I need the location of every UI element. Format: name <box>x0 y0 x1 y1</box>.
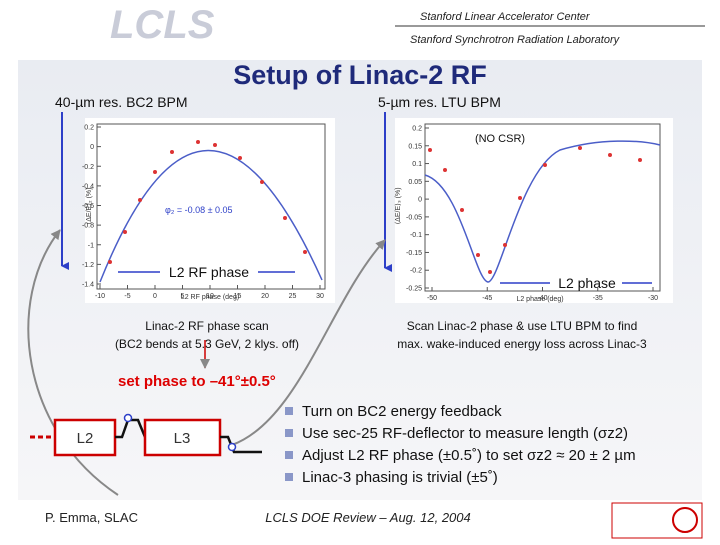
y-tick-label: -0.25 <box>406 286 422 293</box>
x-tick-label: 0 <box>153 293 157 300</box>
x-tick-label: -5 <box>124 293 130 300</box>
x-tick-label: 10 <box>206 293 214 300</box>
x-tick-label: -45 <box>482 295 492 302</box>
right-label: 5-µm res. LTU BPM <box>378 94 501 110</box>
points <box>108 140 642 274</box>
y-tick-label: -0.6 <box>82 203 94 210</box>
y-axis-label: ⟨ΔE/E⟩₂ (%) <box>85 188 93 225</box>
y-tick-label: 0.1 <box>412 161 422 168</box>
callout: L2 RF phase <box>169 264 249 280</box>
x-tick-label: 25 <box>289 293 297 300</box>
grey-arrow <box>231 239 386 446</box>
x-axis-label: L2 RF phase (deg) <box>181 294 239 301</box>
y-tick-label: -0.1 <box>410 232 422 239</box>
caption: (BC2 bends at 5.3 GeV, 2 klys. off) <box>115 337 299 351</box>
y-tick-label: 0.2 <box>412 126 422 133</box>
y-tick-label: -0.2 <box>82 164 94 171</box>
bullet-text: Adjust L2 RF phase (±0.5˚) to set σz2 ≈ … <box>302 447 636 464</box>
x-axis-label: L2 phase (deg) <box>516 296 563 303</box>
y-tick-label: -1.2 <box>82 262 94 269</box>
org1: Stanford Linear Accelerator Center <box>420 11 591 23</box>
left-label: 40-µm res. BC2 BPM <box>55 94 188 110</box>
bullet-marker <box>285 407 293 415</box>
caption: max. wake-induced energy loss across Lin… <box>397 337 647 351</box>
x-tick-label: 5 <box>181 293 185 300</box>
org2: Stanford Synchrotron Radiation Laborator… <box>410 34 621 46</box>
x-tick-label: -10 <box>95 293 105 300</box>
x-tick-label: 20 <box>261 293 269 300</box>
y-tick-label: -0.15 <box>406 250 422 257</box>
x-tick-label: -30 <box>648 295 658 302</box>
bpm <box>123 413 133 423</box>
bullet-list: Turn on BC2 energy feedback Use sec-25 RF… <box>285 403 636 486</box>
bullet-text: Use sec-25 RF-deflector to measure lengt… <box>302 425 628 442</box>
logo: LCLS <box>110 3 215 47</box>
y-axis-label: ⟨ΔE/E⟩₃ (%) <box>394 187 402 224</box>
plot-annotation: φ₂ = -0.08 ± 0.05 <box>165 205 233 215</box>
bullet-text: Linac-3 phasing is trivial (±5˚) <box>302 469 498 486</box>
y-tick-label: 0 <box>418 197 422 204</box>
bpm <box>227 442 237 452</box>
box-label: L2 <box>77 430 94 447</box>
bullet-marker <box>285 451 293 459</box>
caption: Scan Linac-2 phase & use LTU BPM to find <box>407 319 638 333</box>
fit-curve <box>424 140 661 283</box>
y-tick-label: -0.05 <box>406 214 422 221</box>
y-tick-label: 0.05 <box>408 179 422 186</box>
y-tick-label: -0.4 <box>82 183 94 190</box>
footer-event: LCLS DOE Review – Aug. 12, 2004 <box>265 510 470 525</box>
plot-left-frame <box>96 123 326 290</box>
footer-author: P. Emma, SLAC <box>45 510 138 525</box>
x-tick-label: -50 <box>427 295 437 302</box>
plot-annotation: (NO CSR) <box>475 133 525 145</box>
bullet-marker <box>285 473 293 481</box>
x-tick-label: 15 <box>234 293 242 300</box>
callout: L2 phase <box>558 275 616 291</box>
title: Setup of Linac-2 RF <box>233 60 487 90</box>
y-tick-label: -0.2 <box>410 268 422 275</box>
x-tick-label: -35 <box>593 295 603 302</box>
x-tick-label: 30 <box>316 293 324 300</box>
bullet-text: Turn on BC2 energy feedback <box>302 403 502 420</box>
caption: Linac-2 RF phase scan <box>145 319 268 333</box>
logo-mark <box>672 507 698 533</box>
set-phase: set phase to –41°±0.5° <box>118 373 276 390</box>
box-label: L3 <box>174 430 191 447</box>
box-l2 <box>53 418 117 457</box>
y-tick-label: -1 <box>88 242 94 249</box>
y-tick-label: 0.15 <box>408 143 422 150</box>
y-tick-label: -0.8 <box>82 223 94 230</box>
plot-right <box>395 118 673 303</box>
y-tick-label: 0.2 <box>84 125 94 132</box>
fit-curve <box>99 149 323 283</box>
y-tick-label: 0 <box>90 144 94 151</box>
x-tick-label: -40 <box>537 295 547 302</box>
grey-arrow <box>27 229 119 496</box>
y-tick-label: -1.4 <box>82 282 94 289</box>
bullet-marker <box>285 429 293 437</box>
